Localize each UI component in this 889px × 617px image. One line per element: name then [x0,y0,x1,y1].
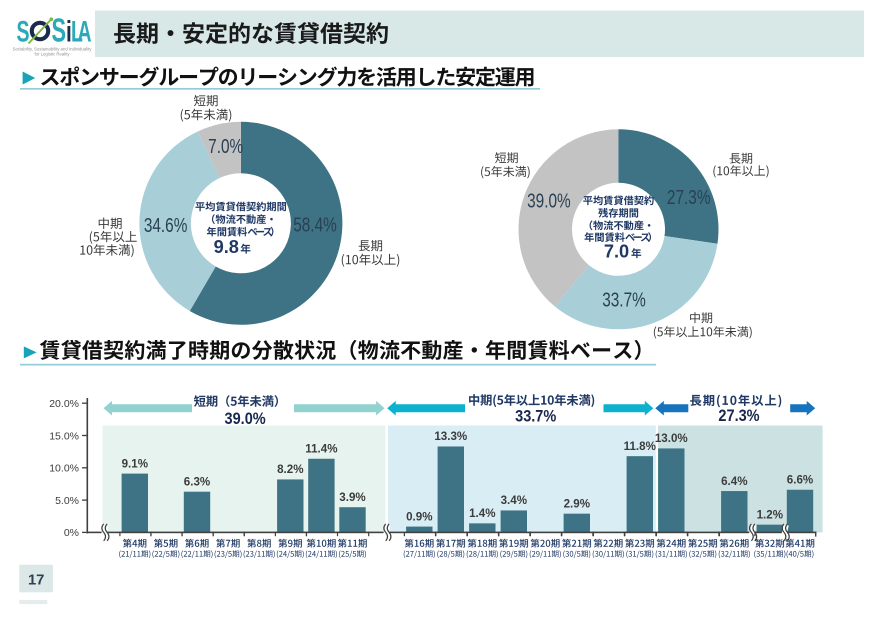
svg-text:0.9%: 0.9% [406,510,432,523]
svg-text:6.3%: 6.3% [184,475,210,488]
svg-text:33.7%: 33.7% [602,288,646,311]
svg-text:11.8%: 11.8% [624,440,656,453]
svg-text:27.3%: 27.3% [718,407,759,425]
svg-text:S: S [52,12,67,49]
svg-text:11.4%: 11.4% [305,443,337,456]
svg-text:6.4%: 6.4% [721,475,747,488]
svg-text:0%: 0% [64,527,79,539]
svg-text:L: L [71,15,83,48]
svg-text:10.0%: 10.0% [49,463,79,475]
svg-text:34.6%: 34.6% [144,214,188,237]
svg-text:33.7%: 33.7% [515,408,556,426]
svg-text:17: 17 [28,573,44,589]
svg-text:3.4%: 3.4% [501,494,527,507]
svg-text:13.0%: 13.0% [655,432,688,445]
svg-text:6.6%: 6.6% [787,474,813,487]
svg-text:9.1%: 9.1% [122,457,148,470]
svg-text:58.4%: 58.4% [293,213,337,236]
svg-text:39.0%: 39.0% [527,189,571,212]
svg-text:1.2%: 1.2% [757,508,783,521]
svg-text:7.0%: 7.0% [208,135,243,158]
svg-text:9.8: 9.8 [214,237,239,257]
svg-text:3.9%: 3.9% [339,491,365,504]
svg-text:1.4%: 1.4% [469,507,495,520]
svg-text:for Logistic Reality: for Logistic Reality [34,51,70,56]
svg-text:27.3%: 27.3% [667,186,711,209]
svg-text:20.0%: 20.0% [49,398,79,410]
svg-text:15.0%: 15.0% [49,430,79,442]
svg-text:5.0%: 5.0% [55,495,79,507]
svg-text:i: i [66,16,72,48]
svg-text:S: S [17,15,30,48]
svg-text:8.2%: 8.2% [277,463,303,476]
svg-text:2.9%: 2.9% [564,497,590,510]
svg-text:A: A [78,15,92,48]
svg-text:7.0: 7.0 [604,241,629,261]
svg-text:13.3%: 13.3% [434,430,467,443]
svg-text:Sociability, Sustainability an: Sociability, Sustainability and Individu… [13,47,93,52]
svg-text:39.0%: 39.0% [225,410,266,428]
